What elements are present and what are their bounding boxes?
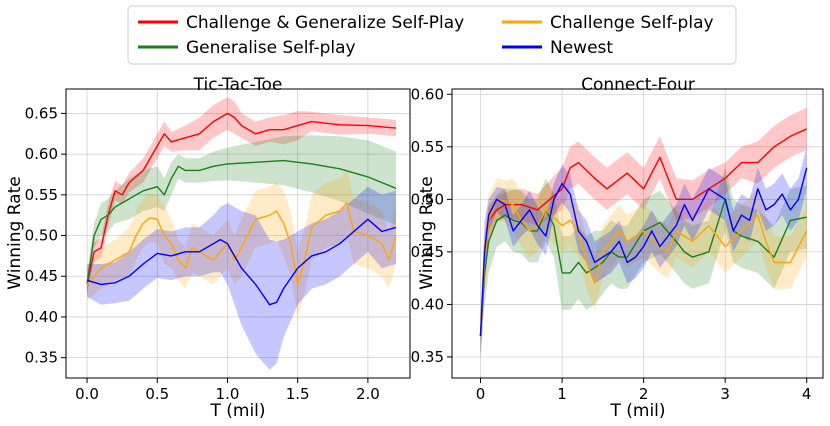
- y-tick-label-tic-tac-toe: 0.45: [25, 267, 58, 285]
- series-line-newest-connect-four: [479, 167, 808, 337]
- series-line-generalise-self-play-tic-tac-toe: [86, 159, 397, 285]
- lines-tic-tac-toe: [86, 112, 397, 306]
- lines-connect-four: [479, 128, 808, 337]
- y-tick-label-connect-four: 0.55: [411, 138, 444, 156]
- band-generalise-self-play-tic-tac-toe: [87, 135, 396, 297]
- series-line-challenge-generalize-self-play-tic-tac-toe: [86, 112, 397, 285]
- ticks-tic-tac-toe: 0.0 0.5 1.0 1.5 2.0 0.35 0.40 0.45 0.50 0.55 0.60 0…: [25, 104, 380, 403]
- y-axis-label-connect-four: Winning Rate: [417, 176, 437, 289]
- series-line-newest-tic-tac-toe: [86, 218, 397, 306]
- y-tick-label-connect-four: 0.40: [411, 295, 444, 313]
- grid-tic-tac-toe: [66, 89, 410, 378]
- y-axis-label-tic-tac-toe: Winning Rate: [5, 176, 25, 289]
- band-challenge-generalize-self-play-connect-four: [480, 107, 807, 358]
- band-challenge-generalize-self-play-tic-tac-toe: [87, 97, 396, 293]
- band-challenge-self-play-tic-tac-toe: [87, 170, 396, 317]
- x-tick-label-tic-tac-toe: 2.0: [356, 385, 380, 403]
- legend-label-cgsp: Challenge & Generalize Self-Play: [186, 13, 464, 33]
- axes-frame-tic-tac-toe: [65, 88, 411, 379]
- legend: Challenge & Generalize Self-Play General…: [127, 5, 737, 65]
- x-tick-label-tic-tac-toe: 0.0: [75, 385, 99, 403]
- y-tick-label-tic-tac-toe: 0.50: [25, 227, 58, 245]
- legend-label-newest: Newest: [550, 38, 613, 58]
- legend-frame: [127, 5, 737, 65]
- chart-tic-tac-toe: Tic-Tac-Toe 0.0 0.5 1.0 1.5 2.00.350.400.450…: [5, 75, 411, 421]
- y-tick-label-tic-tac-toe: 0.60: [25, 145, 58, 163]
- band-generalise-self-play-connect-four: [480, 167, 807, 357]
- ticks-connect-four: 0 1 2 3 4 0.35 0.40 0.45 0.50 0.55 0.60: [411, 85, 812, 403]
- y-tick-label-tic-tac-toe: 0.55: [25, 186, 58, 204]
- chart-title-connect-four: Connect-Four: [581, 75, 695, 95]
- x-tick-label-tic-tac-toe: 1.5: [286, 385, 310, 403]
- band-challenge-self-play-connect-four: [480, 178, 807, 357]
- x-tick-label-connect-four: 4: [802, 385, 812, 403]
- x-tick-label-connect-four: 0: [476, 385, 486, 403]
- x-axis-label-connect-four: T (mil): [609, 401, 665, 421]
- y-tick-label-connect-four: 0.50: [411, 190, 444, 208]
- axes-frame-connect-four: [451, 88, 824, 379]
- y-tick-label-connect-four: 0.60: [411, 85, 444, 103]
- chart-title-tic-tac-toe: Tic-Tac-Toe: [193, 75, 283, 95]
- y-tick-label-connect-four: 0.45: [411, 243, 444, 261]
- legend-label-gsp: Generalise Self-play: [186, 38, 356, 58]
- y-tick-label-tic-tac-toe: 0.35: [25, 349, 58, 367]
- legend-label-csp: Challenge Self-play: [550, 13, 714, 33]
- series-line-challenge-self-play-tic-tac-toe: [86, 202, 397, 286]
- x-tick-label-connect-four: 1: [557, 385, 567, 403]
- y-tick-label-tic-tac-toe: 0.65: [25, 104, 58, 122]
- x-tick-label-connect-four: 3: [720, 385, 730, 403]
- y-tick-label-connect-four: 0.35: [411, 348, 444, 366]
- x-tick-label-tic-tac-toe: 0.5: [145, 385, 169, 403]
- x-axis-label-tic-tac-toe: T (mil): [209, 401, 265, 421]
- series-line-challenge-self-play-connect-four: [479, 198, 808, 337]
- y-tick-label-tic-tac-toe: 0.40: [25, 308, 58, 326]
- band-newest-tic-tac-toe: [87, 186, 396, 370]
- x-tick-label-connect-four: 2: [639, 385, 649, 403]
- bands-tic-tac-toe: [87, 97, 396, 370]
- chart-connect-four: Connect-Four 0 1 2 3 4 0.35 0.40 0.45 0.50 0.55 0.…: [411, 75, 824, 421]
- x-tick-label-tic-tac-toe: 1.0: [216, 385, 240, 403]
